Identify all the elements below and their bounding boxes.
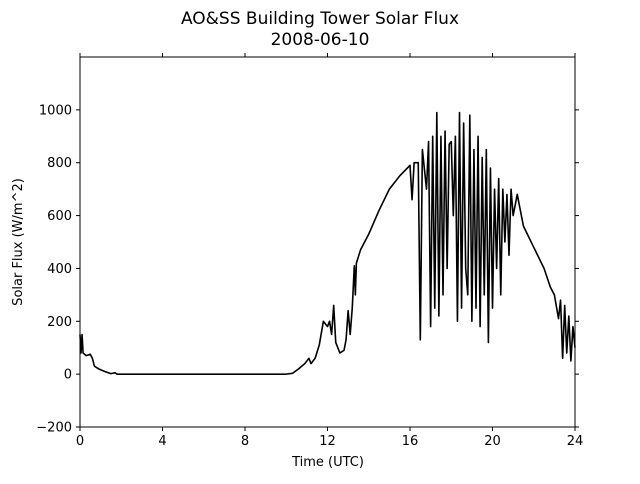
chart-subtitle: 2008-06-10 bbox=[271, 30, 370, 50]
data-line bbox=[79, 111, 576, 375]
x-axis-label: Time (UTC) bbox=[291, 455, 364, 470]
y-tick-label: 200 bbox=[47, 315, 72, 330]
x-tick-label: 20 bbox=[484, 434, 501, 449]
y-tick-label: 800 bbox=[47, 156, 72, 171]
x-tick-label: 8 bbox=[241, 434, 249, 449]
x-tick-label: 24 bbox=[567, 434, 584, 449]
y-axis-label: Solar Flux (W/m^2) bbox=[11, 178, 26, 306]
y-tick-label: 400 bbox=[47, 262, 72, 277]
y-tick-label: 0 bbox=[64, 368, 72, 383]
x-tick-label: 0 bbox=[76, 434, 84, 449]
x-tick-label: 12 bbox=[319, 434, 336, 449]
y-tick-label: 1000 bbox=[39, 103, 72, 118]
y-tick-label: −200 bbox=[36, 421, 72, 436]
x-tick-label: 16 bbox=[402, 434, 419, 449]
x-tick-label: 4 bbox=[158, 434, 166, 449]
y-tick-label: 600 bbox=[47, 209, 72, 224]
plot-frame bbox=[79, 56, 576, 428]
chart-title: AO&SS Building Tower Solar Flux bbox=[181, 9, 459, 29]
